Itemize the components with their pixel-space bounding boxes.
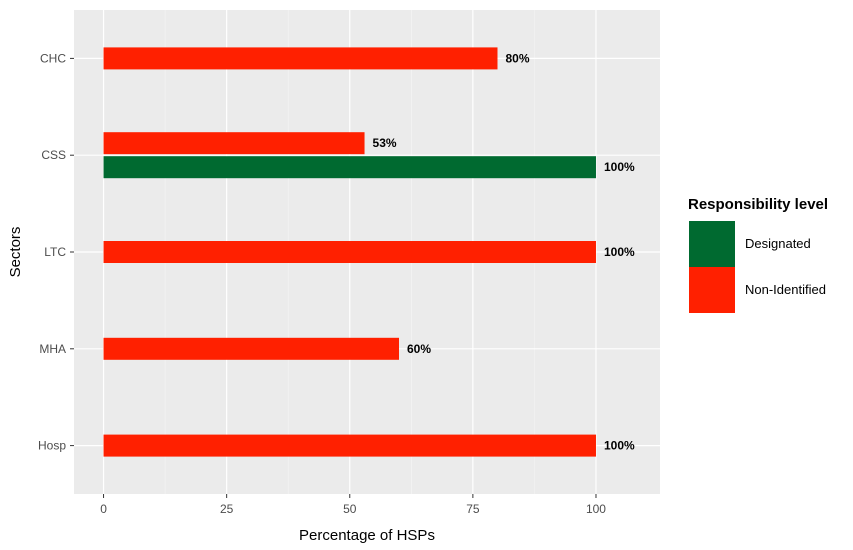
bar-css-designated [103, 156, 596, 179]
bar-chc-non-identified [103, 47, 498, 70]
legend-items: Designated Non-Identified [689, 221, 826, 313]
y-tick-label: LTC [44, 245, 66, 259]
x-tick-label: 100 [586, 502, 606, 516]
bar-labels: 80% 100% 53% 100% 60% 100% [373, 51, 635, 452]
legend-key-designated [689, 221, 735, 267]
x-tick-label: 75 [466, 502, 480, 516]
legend-key-non-identified [689, 267, 735, 313]
y-tick-label: MHA [39, 342, 66, 356]
y-tick-label: Hosp [38, 439, 66, 453]
x-tick-label: 25 [220, 502, 234, 516]
bar-mha-non-identified [103, 337, 400, 360]
data-label-hosp-non-identified: 100% [604, 439, 635, 453]
y-axis: CHC CSS LTC MHA Hosp [38, 51, 74, 453]
x-axis-title: Percentage of HSPs [299, 527, 435, 544]
data-label-css-non-identified: 53% [373, 136, 397, 150]
legend-label: Non-Identified [745, 282, 826, 297]
data-label-ltc-non-identified: 100% [604, 245, 635, 259]
x-tick-label: 0 [100, 502, 107, 516]
bar-css-non-identified [103, 132, 365, 155]
legend: Responsibility level Designated Non-Ident… [688, 196, 828, 313]
legend-label: Designated [745, 236, 811, 251]
bar-hosp-non-identified [103, 434, 596, 457]
data-label-chc-non-identified: 80% [505, 51, 529, 65]
bar-ltc-non-identified [103, 241, 596, 263]
data-label-css-designated: 100% [604, 160, 635, 174]
x-axis: 0 25 50 75 100 [100, 494, 606, 516]
y-axis-title: Sectors [7, 227, 24, 278]
y-tick-label: CHC [40, 51, 66, 65]
y-tick-label: CSS [41, 148, 66, 162]
x-tick-label: 50 [343, 502, 357, 516]
bars [103, 47, 596, 457]
legend-title: Responsibility level [688, 196, 828, 213]
data-label-mha-non-identified: 60% [407, 342, 431, 356]
